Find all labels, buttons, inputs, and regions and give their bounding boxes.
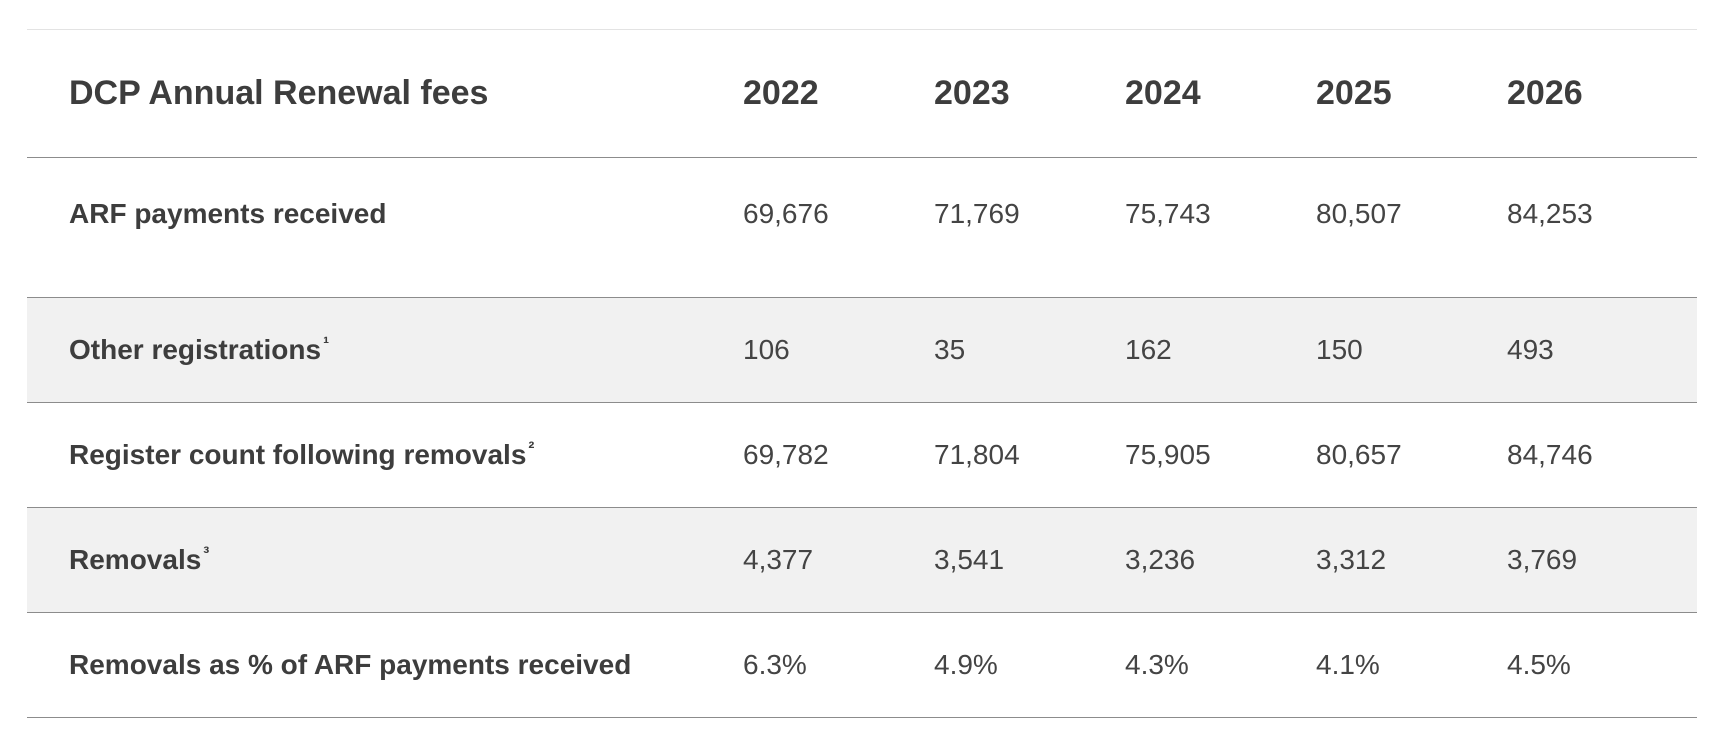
table-cell: 3,236	[1125, 543, 1196, 575]
table-cell: 3,541	[934, 543, 1005, 575]
table-cell: 71,769	[934, 197, 1020, 229]
table-row-removals-percent: Removals as % of ARF payments received 6…	[27, 612, 1697, 717]
renewal-fees-table-container: DCP Annual Renewal fees 2022 2023 2024 2…	[27, 29, 1697, 718]
table-cell: 69,782	[743, 438, 829, 470]
table-cell: 493	[1507, 333, 1554, 365]
table-row-arf-payments: ARF payments received 69,676 71,769 75,7…	[27, 157, 1697, 297]
table-cell: 4.3%	[1125, 648, 1189, 680]
table-cell: 71,804	[934, 438, 1020, 470]
table-cell: 4.1%	[1316, 648, 1380, 680]
row-label-text: Other registrations	[69, 333, 322, 365]
row-label-register-count: Register count following removals ²	[27, 402, 743, 507]
row-label-removals: Removals ³	[27, 507, 743, 612]
table-row-removals: Removals ³ 4,377 3,541 3,236 3,312 3,769	[27, 507, 1697, 612]
table-cell: 162	[1125, 333, 1172, 365]
table-cell: 4,377	[743, 543, 814, 575]
table-cell: 106	[743, 333, 790, 365]
row-label-text: Removals	[69, 543, 202, 575]
table-cell: 6.3%	[743, 648, 807, 680]
table-cell: 80,507	[1316, 197, 1402, 229]
table-row-register-count: Register count following removals ² 69,78…	[27, 402, 1697, 507]
year-header-2024: 2024	[1125, 73, 1201, 112]
footnote-marker: ¹	[323, 332, 330, 353]
year-header-2025: 2025	[1316, 73, 1392, 112]
year-header-2023: 2023	[934, 73, 1010, 112]
table-cell: 4.5%	[1507, 648, 1571, 680]
renewal-fees-table: DCP Annual Renewal fees 2022 2023 2024 2…	[27, 30, 1697, 718]
table-cell: 75,905	[1125, 438, 1211, 470]
row-label-text: Removals as % of ARF payments received	[69, 648, 632, 680]
row-label-other-registrations: Other registrations ¹	[27, 297, 743, 402]
table-cell: 4.9%	[934, 648, 998, 680]
footnote-marker: ³	[203, 542, 210, 563]
table-header-row: DCP Annual Renewal fees 2022 2023 2024 2…	[27, 30, 1697, 157]
table-cell: 80,657	[1316, 438, 1402, 470]
table-cell: 84,253	[1507, 197, 1593, 229]
table-cell: 3,769	[1507, 543, 1578, 575]
table-cell: 35	[934, 333, 966, 365]
row-label-removals-percent: Removals as % of ARF payments received	[27, 612, 743, 717]
table-cell: 75,743	[1125, 197, 1211, 229]
table-cell: 84,746	[1507, 438, 1593, 470]
table-cell: 3,312	[1316, 543, 1387, 575]
year-header-2022: 2022	[743, 73, 819, 112]
table-row-other-registrations: Other registrations ¹ 106 35 162 150 493	[27, 297, 1697, 402]
row-label-arf-payments: ARF payments received	[27, 157, 743, 297]
table-cell: 150	[1316, 333, 1363, 365]
table-title-header: DCP Annual Renewal fees	[69, 73, 489, 112]
row-label-text: ARF payments received	[69, 197, 387, 229]
footnote-marker: ²	[528, 437, 535, 458]
year-header-2026: 2026	[1507, 73, 1583, 112]
row-label-text: Register count following removals	[69, 438, 527, 470]
table-cell: 69,676	[743, 197, 829, 229]
